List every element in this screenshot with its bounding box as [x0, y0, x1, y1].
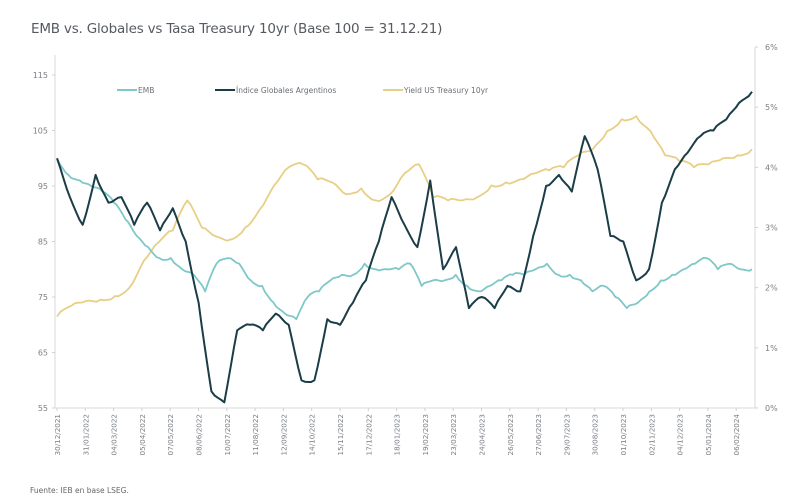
left-tick-label: 65: [38, 349, 48, 358]
x-tick-label: 18/01/2023: [393, 414, 402, 455]
right-tick-label: 2%: [765, 284, 778, 293]
x-tick-label: 17/12/2022: [364, 414, 373, 455]
left-tick-label: 115: [33, 71, 48, 80]
x-tick-label: 05/01/2024: [704, 414, 713, 456]
legend-label: Índice Globales Argentinos: [236, 86, 336, 95]
x-tick-label: 04/03/2022: [110, 414, 119, 455]
series-layer: [56, 91, 753, 404]
right-tick-label: 6%: [765, 43, 778, 52]
x-tick-label: 29/07/2023: [562, 414, 571, 455]
right-tick-label: 5%: [765, 103, 778, 112]
right-tick-label: 0%: [765, 404, 778, 413]
x-tick-label: 30/12/2021: [53, 414, 62, 455]
source-note: Fuente: IEB en base LSEG.: [30, 486, 129, 495]
x-tick-label: 15/11/2022: [336, 414, 345, 455]
chart-title: EMB vs. Globales vs Tasa Treasury 10yr (…: [31, 21, 443, 37]
x-tick-label: 19/02/2023: [421, 414, 430, 455]
legend-label: Yield US Treasury 10yr: [403, 86, 489, 95]
x-tick-label: 12/09/2022: [279, 414, 288, 455]
x-tick-label: 07/05/2022: [166, 414, 175, 455]
x-tick-label: 27/06/2023: [534, 414, 543, 455]
axes: 55 65 75 85 95 105 115 0% 1% 2% 3% 4% 5% 6% 30/12/2021…: [33, 43, 778, 455]
series-ndice-globales-argentinos-line: [56, 91, 753, 404]
x-tick-label: 24/04/2023: [478, 414, 487, 455]
x-tick-label: 30/08/2023: [591, 414, 600, 455]
legend: EMB Índice Globales Argentinos Yield US Tr…: [117, 86, 489, 95]
right-tick-label: 4%: [765, 163, 778, 172]
series-yield-us-treasury-10yr-line: [56, 115, 753, 318]
x-tick-label: 05/04/2022: [138, 414, 147, 455]
left-tick-label: 85: [38, 238, 48, 247]
x-tick-label: 06/02/2024: [732, 414, 741, 456]
legend-label: EMB: [138, 86, 154, 95]
x-tick-label: 10/07/2022: [223, 414, 232, 455]
left-tick-label: 105: [33, 127, 48, 136]
x-tick-label: 01/10/2023: [619, 414, 628, 455]
x-tick-label: 11/08/2022: [251, 414, 260, 455]
right-tick-label: 3%: [765, 224, 778, 233]
series-emb-line: [56, 157, 753, 321]
x-tick-label: 23/03/2023: [449, 414, 458, 455]
x-tick-label: 04/12/2023: [676, 414, 685, 455]
x-tick-label: 08/06/2022: [195, 414, 204, 455]
x-tick-label: 31/01/2022: [81, 414, 90, 455]
x-tick-label: 26/05/2023: [506, 414, 515, 455]
x-tick-label: 02/11/2023: [647, 414, 656, 455]
right-tick-label: 1%: [765, 344, 778, 353]
left-tick-label: 75: [38, 293, 48, 302]
x-tick-label: 14/10/2022: [308, 414, 317, 455]
left-tick-label: 55: [38, 404, 48, 413]
left-tick-label: 95: [38, 182, 48, 191]
